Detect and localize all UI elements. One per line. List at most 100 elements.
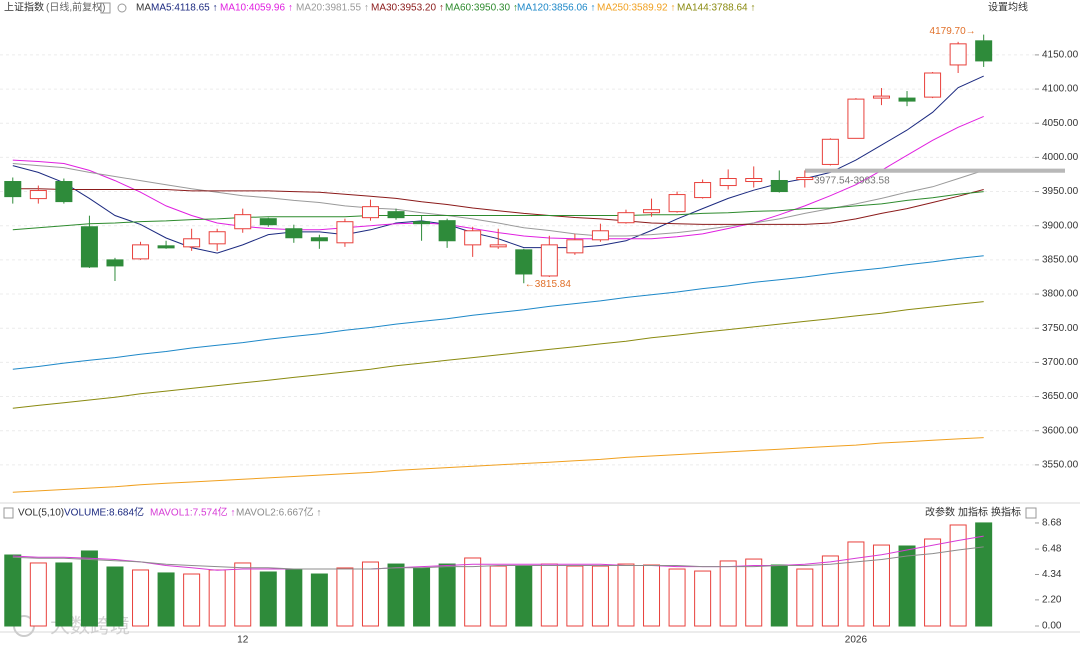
volume-bar — [745, 558, 763, 627]
volume-bar — [80, 550, 98, 627]
candle-body — [643, 209, 661, 214]
volume-bar — [106, 566, 124, 627]
legend-entry[interactable]: MA250:3589.92 ↑ — [597, 3, 675, 14]
volume-bar — [847, 541, 865, 627]
volume-bar — [872, 544, 890, 627]
volume-bar — [361, 561, 379, 627]
legend-entry[interactable]: MA5:4118.65 ↑ — [151, 3, 218, 14]
volume-bar — [643, 564, 661, 627]
candle-body — [975, 40, 993, 62]
legend-entry[interactable]: VOLUME:8.684亿 — [64, 506, 144, 519]
volume-bar — [617, 563, 635, 627]
settings-button[interactable]: 设置均线 — [988, 1, 1028, 14]
candle-body — [29, 190, 47, 200]
candle-body — [566, 239, 584, 254]
candle-body — [183, 238, 201, 248]
volume-bar — [183, 573, 201, 627]
low-annotation: ←3815.84 — [525, 279, 572, 290]
volume-bar — [591, 565, 609, 627]
legend-entry[interactable]: MA60:3950.30 ↑ — [445, 3, 518, 14]
volume-bar — [157, 572, 175, 627]
x-tick-label: 12 — [237, 635, 249, 646]
volume-bar — [898, 545, 916, 627]
y-tick-label: 4150.00 — [1042, 50, 1079, 61]
candle-body — [489, 244, 507, 248]
candle-body — [234, 214, 252, 230]
volume-bar — [489, 565, 507, 627]
settings-icon[interactable] — [117, 3, 127, 13]
y-tick-label: 3900.00 — [1042, 220, 1079, 231]
volume-bar — [719, 560, 737, 627]
candle-body — [259, 218, 277, 226]
candle-body — [106, 259, 124, 267]
candle-body — [361, 206, 379, 219]
legend-entry[interactable]: MA120:3856.06 ↑ — [517, 3, 595, 14]
candle-body — [847, 98, 865, 139]
volume-bar — [336, 567, 354, 627]
candle-body — [540, 244, 558, 277]
candle-body — [464, 230, 482, 246]
y-tick-label: 6.48 — [1042, 544, 1062, 555]
volume-bar — [387, 563, 405, 627]
help-icon[interactable] — [3, 507, 14, 519]
ma-line — [12, 437, 984, 493]
price-band — [805, 168, 1065, 173]
volume-bar — [208, 569, 226, 627]
ma-line — [12, 191, 984, 231]
panel-button[interactable]: 加指标 — [958, 506, 988, 519]
ma-line — [12, 188, 984, 225]
candle-body — [668, 194, 686, 213]
candle-body — [591, 230, 609, 241]
legend-entry[interactable]: MA30:3953.20 ↑ — [371, 3, 444, 14]
volume-bar — [694, 570, 712, 627]
legend-entry[interactable]: MA10:4059.96 ↑ — [220, 3, 293, 14]
candle-body — [924, 72, 942, 98]
candle-body — [617, 212, 635, 224]
panel-button[interactable]: 换指标 — [991, 506, 1021, 519]
candle-body — [872, 95, 890, 99]
ma-label: MA — [136, 3, 151, 14]
chart-title: 上证指数 — [4, 1, 44, 14]
candle-body — [515, 249, 533, 275]
ma-line — [12, 255, 984, 370]
y-tick-label: 3650.00 — [1042, 391, 1079, 402]
legend-entry[interactable]: MAVOL2:6.667亿 ↑ — [236, 506, 321, 519]
candle-body — [310, 237, 328, 242]
candle-body — [336, 221, 354, 244]
volume-bar — [438, 563, 456, 627]
candle-body — [898, 97, 916, 102]
candle-body — [132, 244, 150, 260]
volume-bar — [796, 568, 814, 627]
high-annotation: 4179.70→ — [930, 26, 976, 37]
candle-body — [157, 245, 175, 249]
legend-entry[interactable]: MA20:3981.55 ↑ — [296, 3, 369, 14]
candle-body — [387, 211, 405, 219]
help-icon[interactable] — [100, 2, 111, 14]
legend-entry[interactable]: MAVOL1:7.574亿 ↑ — [150, 506, 235, 519]
candle-body — [745, 178, 763, 183]
legend-entry[interactable]: MA144:3788.64 ↑ — [677, 3, 755, 14]
volume-bar — [975, 522, 993, 627]
volume-bar — [668, 568, 686, 627]
panel-button[interactable]: 改参数 — [925, 506, 955, 519]
y-tick-label: 3600.00 — [1042, 425, 1079, 436]
volume-bar — [413, 567, 431, 627]
candle-body — [796, 176, 814, 181]
band-label: 3977.54-3983.58 — [814, 175, 890, 186]
y-tick-label: 0.00 — [1042, 621, 1062, 632]
volume-bar — [540, 563, 558, 627]
candle-body — [4, 181, 22, 198]
candle-body — [821, 138, 839, 165]
close-icon[interactable] — [1025, 507, 1037, 519]
candle-body — [285, 228, 303, 239]
y-tick-label: 3550.00 — [1042, 460, 1079, 471]
y-tick-label: 4.34 — [1042, 569, 1062, 580]
candle-body — [694, 182, 712, 199]
ma-line — [12, 535, 984, 571]
volume-bar — [515, 565, 533, 627]
candle-body — [770, 179, 788, 193]
volume-bar — [29, 562, 47, 627]
x-tick-label: 2026 — [845, 635, 868, 646]
